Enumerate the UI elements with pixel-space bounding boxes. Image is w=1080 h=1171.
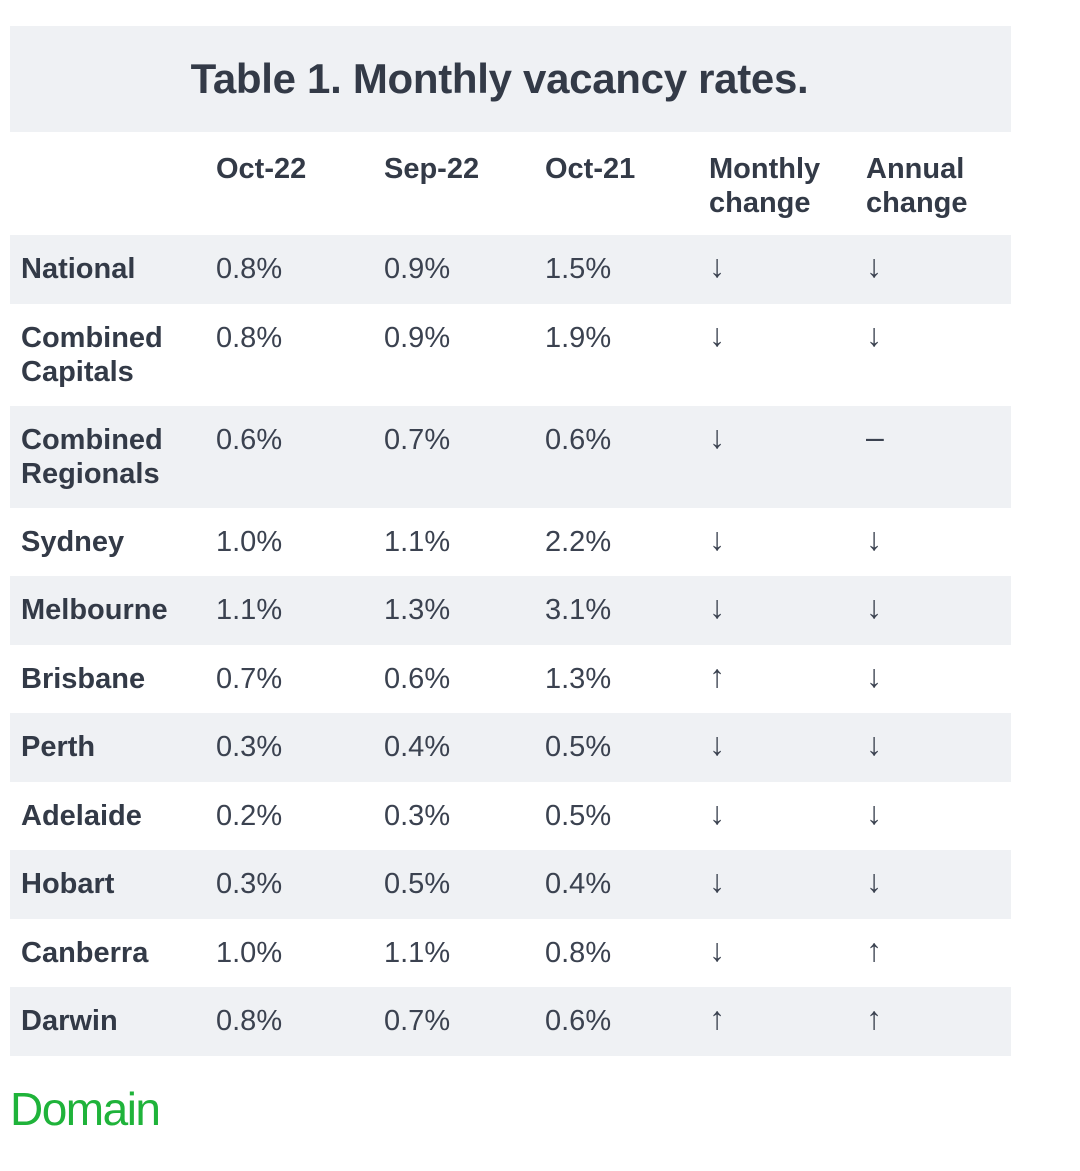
monthly-change-indicator: ↓ — [709, 316, 725, 353]
row-region-name: Combined Capitals — [21, 321, 163, 388]
cell-sep-22: 1.1% — [384, 525, 451, 558]
vacancy-rates-table: Table 1. Monthly vacancy rates. Oct-22 S… — [10, 26, 1011, 1056]
table-row: Combined Capitals 0.8% 0.9% 1.9% ↓ ↓ — [10, 303, 1011, 406]
cell-oct-22: 0.8% — [216, 1005, 283, 1037]
annual-change-indicator: – — [866, 418, 884, 455]
cell-oct-21: 0.6% — [545, 423, 612, 456]
cell-oct-22: 0.6% — [216, 423, 283, 456]
cell-sep-22: 1.1% — [384, 936, 451, 969]
cell-oct-22: 1.1% — [216, 594, 283, 626]
annual-change-indicator: ↓ — [866, 248, 882, 284]
table-row: Adelaide 0.2% 0.3% 0.5% ↓ ↓ — [10, 781, 1011, 850]
row-region-name: Brisbane — [21, 662, 146, 695]
cell-oct-21: 1.9% — [545, 321, 612, 354]
table-row: Perth 0.3% 0.4% 0.5% ↓ ↓ — [10, 713, 1011, 782]
row-region-name: Sydney — [21, 525, 125, 558]
cell-oct-21: 3.1% — [545, 594, 612, 626]
table-row: Brisbane 0.7% 0.6% 1.3% ↑ ↓ — [10, 644, 1011, 713]
cell-oct-21: 0.8% — [545, 936, 612, 969]
cell-oct-21: 2.2% — [545, 525, 612, 558]
table-header-row: Oct-22 Sep-22 Oct-21 Monthly change Annu… — [10, 132, 1011, 235]
row-region-name: Canberra — [21, 936, 149, 969]
monthly-change-indicator: ↓ — [709, 248, 725, 284]
cell-sep-22: 1.3% — [384, 594, 451, 626]
annual-change-indicator: ↓ — [866, 657, 882, 694]
column-header-oct-22: Oct-22 — [216, 153, 307, 185]
annual-change-indicator: ↓ — [866, 794, 882, 831]
cell-oct-22: 0.3% — [216, 731, 283, 763]
annual-change-indicator: ↓ — [866, 520, 882, 557]
table-title: Table 1. Monthly vacancy rates. — [190, 55, 809, 102]
row-region-name: Hobart — [21, 868, 115, 900]
column-header-sep-22: Sep-22 — [384, 153, 480, 185]
cell-oct-21: 1.5% — [545, 253, 612, 285]
cell-oct-22: 0.3% — [216, 868, 283, 900]
monthly-change-indicator: ↓ — [709, 794, 725, 831]
monthly-change-indicator: ↓ — [709, 863, 725, 899]
row-region-name: Perth — [21, 731, 96, 763]
monthly-change-indicator: ↑ — [709, 657, 725, 694]
monthly-change-indicator: ↓ — [709, 931, 725, 968]
table-body: National 0.8% 0.9% 1.5% ↓ ↓ Combined Capitals 0… — [10, 235, 1011, 1056]
annual-change-indicator: ↑ — [866, 1000, 882, 1036]
column-header-oct-21: Oct-21 — [545, 153, 636, 185]
monthly-change-indicator: ↓ — [709, 726, 725, 762]
annual-change-indicator: ↓ — [866, 589, 882, 625]
monthly-change-indicator: ↓ — [709, 589, 725, 625]
row-region-name: Melbourne — [21, 594, 168, 626]
table-row: Sydney 1.0% 1.1% 2.2% ↓ ↓ — [10, 507, 1011, 576]
row-region-name: Combined Regionals — [21, 423, 163, 490]
table-row: Combined Regionals 0.6% 0.7% 0.6% ↓ – — [10, 405, 1011, 508]
cell-sep-22: 0.6% — [384, 662, 451, 695]
cell-sep-22: 0.5% — [384, 868, 451, 900]
cell-oct-21: 1.3% — [545, 662, 612, 695]
row-region-name: Darwin — [21, 1005, 118, 1037]
cell-oct-21: 0.5% — [545, 731, 612, 763]
row-region-name: Adelaide — [21, 799, 142, 832]
monthly-change-indicator: ↓ — [709, 418, 725, 455]
cell-oct-22: 1.0% — [216, 936, 283, 969]
annual-change-indicator: ↓ — [866, 863, 882, 899]
monthly-change-indicator: ↓ — [709, 520, 725, 557]
annual-change-indicator: ↓ — [866, 726, 882, 762]
cell-sep-22: 0.7% — [384, 423, 451, 456]
monthly-change-indicator: ↑ — [709, 1000, 725, 1036]
cell-sep-22: 0.9% — [384, 253, 451, 285]
column-header-annual-change: Annual change — [866, 153, 968, 219]
cell-oct-22: 0.7% — [216, 662, 283, 695]
cell-sep-22: 0.3% — [384, 799, 451, 832]
domain-logo: Domain — [10, 1083, 161, 1135]
cell-oct-21: 0.4% — [545, 868, 612, 900]
row-region-name: National — [21, 253, 136, 285]
cell-oct-22: 1.0% — [216, 525, 283, 558]
table-row: National 0.8% 0.9% 1.5% ↓ ↓ — [10, 235, 1011, 304]
cell-oct-22: 0.2% — [216, 799, 283, 832]
cell-oct-21: 0.6% — [545, 1005, 612, 1037]
table-row: Canberra 1.0% 1.1% 0.8% ↓ ↑ — [10, 918, 1011, 987]
table-row: Melbourne 1.1% 1.3% 3.1% ↓ ↓ — [10, 576, 1011, 645]
cell-sep-22: 0.9% — [384, 321, 451, 354]
cell-oct-22: 0.8% — [216, 321, 283, 354]
column-header-monthly-change: Monthly change — [709, 153, 821, 219]
table-title-bar: Table 1. Monthly vacancy rates. — [10, 26, 1011, 132]
cell-sep-22: 0.4% — [384, 731, 451, 763]
table-row: Darwin 0.8% 0.7% 0.6% ↑ ↑ — [10, 987, 1011, 1056]
cell-oct-21: 0.5% — [545, 799, 612, 832]
cell-sep-22: 0.7% — [384, 1005, 451, 1037]
annual-change-indicator: ↑ — [866, 931, 882, 968]
cell-oct-22: 0.8% — [216, 253, 283, 285]
table-row: Hobart 0.3% 0.5% 0.4% ↓ ↓ — [10, 850, 1011, 919]
annual-change-indicator: ↓ — [866, 316, 882, 353]
